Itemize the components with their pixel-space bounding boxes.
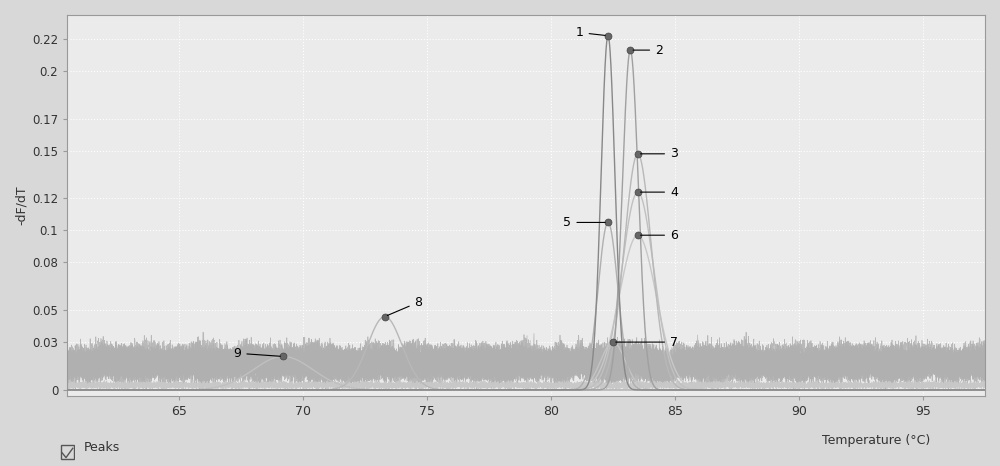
Text: 4: 4 xyxy=(641,185,678,199)
Text: 2: 2 xyxy=(633,44,663,56)
Text: 5: 5 xyxy=(563,216,605,229)
Bar xyxy=(61,445,74,459)
Text: Temperature (°C): Temperature (°C) xyxy=(822,434,930,447)
Text: 6: 6 xyxy=(641,229,678,242)
Text: 1: 1 xyxy=(576,26,605,39)
Text: 3: 3 xyxy=(641,147,678,160)
Text: 7: 7 xyxy=(616,336,678,349)
Text: Peaks: Peaks xyxy=(84,441,120,454)
Text: 8: 8 xyxy=(387,296,423,315)
Text: 9: 9 xyxy=(233,347,280,360)
Y-axis label: -dF/dT: -dF/dT xyxy=(15,186,28,226)
